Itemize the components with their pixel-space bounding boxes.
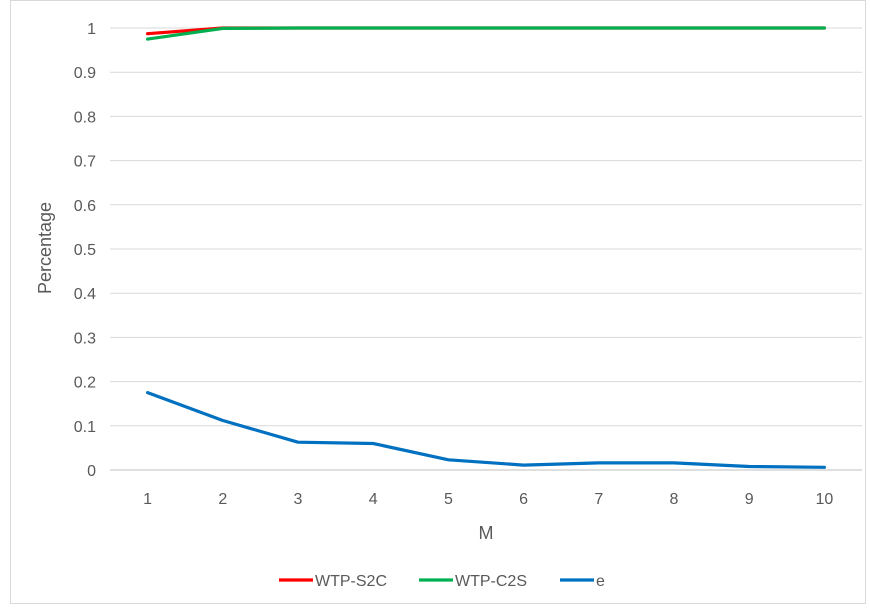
series-lines: [146, 26, 827, 469]
x-tick-8: 8: [670, 491, 679, 508]
x-tick-7: 7: [594, 491, 603, 508]
series-line-e: [146, 391, 827, 469]
series-line-WTP-C2S: [146, 26, 827, 41]
y-tick-0.5: 0.5: [74, 242, 96, 259]
x-tick-5: 5: [444, 491, 453, 508]
x-tick-4: 4: [369, 491, 378, 508]
y-tick-0.1: 0.1: [74, 419, 96, 436]
y-tick-0.4: 0.4: [74, 286, 96, 303]
legend-label-e: e: [596, 573, 605, 590]
x-axis-label: M: [479, 523, 494, 543]
legend-label-WTP-C2S: WTP-C2S: [455, 573, 527, 590]
y-tick-1: 1: [87, 21, 96, 38]
x-tick-9: 9: [745, 491, 754, 508]
y-tick-0.7: 0.7: [74, 154, 96, 171]
y-axis-label: Percentage: [35, 202, 55, 294]
x-tick-labels: 1 2 3 4 5 6 7 8 9 10: [143, 491, 833, 508]
x-tick-10: 10: [816, 491, 834, 508]
y-tick-0.9: 0.9: [74, 65, 96, 82]
y-tick-0.8: 0.8: [74, 109, 96, 126]
y-tick-labels: 0 0.1 0.2 0.3 0.4 0.5 0.6 0.7 0.8 0.9 1: [74, 21, 96, 480]
x-tick-3: 3: [294, 491, 303, 508]
y-tick-0.6: 0.6: [74, 198, 96, 215]
y-tick-0: 0: [87, 463, 96, 480]
legend: WTP-S2C WTP-C2S e: [279, 573, 605, 590]
gridlines: [110, 27, 862, 471]
legend-label-WTP-S2C: WTP-S2C: [315, 573, 387, 590]
y-tick-0.2: 0.2: [74, 375, 96, 392]
y-tick-0.3: 0.3: [74, 330, 96, 347]
x-tick-2: 2: [218, 491, 227, 508]
x-tick-1: 1: [143, 491, 152, 508]
chart-frame: [10, 0, 866, 604]
x-tick-6: 6: [519, 491, 528, 508]
